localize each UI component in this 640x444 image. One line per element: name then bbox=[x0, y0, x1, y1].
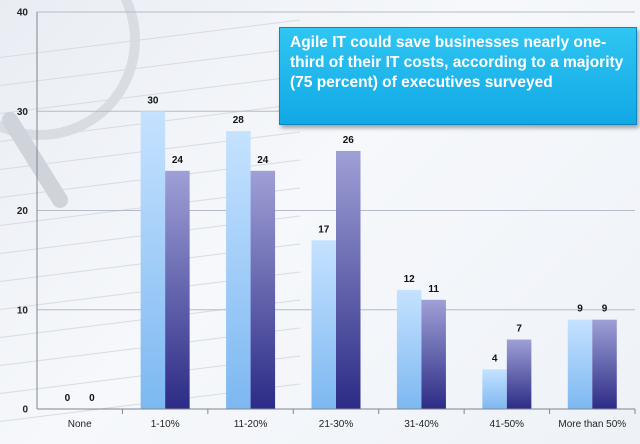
y-tick-label: 10 bbox=[17, 305, 29, 316]
ledger-line bbox=[0, 75, 301, 115]
data-label: 26 bbox=[343, 135, 355, 146]
x-tick-label: 41-50% bbox=[490, 419, 525, 430]
bar-series-2 bbox=[336, 150, 361, 409]
y-tick-label: 30 bbox=[17, 107, 29, 118]
data-label: 12 bbox=[404, 274, 416, 285]
bar-series-2 bbox=[506, 339, 532, 409]
bar-series-1 bbox=[567, 319, 593, 409]
x-tick-label: 31-40% bbox=[404, 419, 439, 430]
data-label: 30 bbox=[147, 95, 159, 106]
annotation-callout: Agile IT could save businesses nearly on… bbox=[279, 27, 637, 125]
ledger-line bbox=[0, 47, 301, 87]
data-label: 24 bbox=[172, 155, 184, 166]
y-tick-label: 20 bbox=[17, 206, 29, 217]
bar-series-2 bbox=[250, 170, 276, 409]
data-label: 0 bbox=[89, 393, 95, 404]
data-label: 17 bbox=[318, 224, 330, 235]
bars bbox=[140, 111, 617, 409]
bar-series-2 bbox=[421, 299, 446, 409]
bar-series-2 bbox=[592, 319, 617, 409]
data-label: 4 bbox=[492, 353, 498, 364]
bar-series-1 bbox=[140, 111, 166, 409]
bar-series-1 bbox=[396, 289, 422, 409]
data-label: 11 bbox=[428, 284, 439, 295]
data-label: 28 bbox=[233, 115, 245, 126]
y-tick-label: 0 bbox=[22, 405, 28, 416]
x-tick-label: 21-30% bbox=[319, 419, 354, 430]
data-label: 9 bbox=[602, 304, 608, 315]
x-tick-label: 11-20% bbox=[234, 419, 268, 430]
x-axis: None 1-10% 11-20% 21-30% 31-40% 41-50% More th… bbox=[37, 408, 636, 430]
bar-series-2 bbox=[165, 170, 190, 409]
x-tick-label: More than 50% bbox=[558, 419, 626, 430]
y-axis: 0 10 20 30 40 bbox=[17, 8, 38, 416]
data-label: 0 bbox=[65, 393, 71, 404]
magnifier-ring bbox=[0, 0, 140, 140]
x-tick-label: 1-10% bbox=[151, 419, 180, 430]
data-label: 9 bbox=[577, 304, 583, 315]
bar-series-1 bbox=[226, 131, 251, 409]
magnifier-handle bbox=[2, 112, 68, 208]
bar-series-1 bbox=[311, 240, 336, 409]
data-label: 7 bbox=[516, 324, 522, 335]
y-tick-label: 40 bbox=[17, 8, 29, 19]
bar-series-1 bbox=[482, 369, 507, 409]
data-label: 24 bbox=[257, 155, 269, 166]
x-tick-label: None bbox=[68, 419, 92, 430]
data-labels: 0 0 30 24 28 24 17 26 12 11 4 7 9 9 bbox=[65, 95, 608, 404]
